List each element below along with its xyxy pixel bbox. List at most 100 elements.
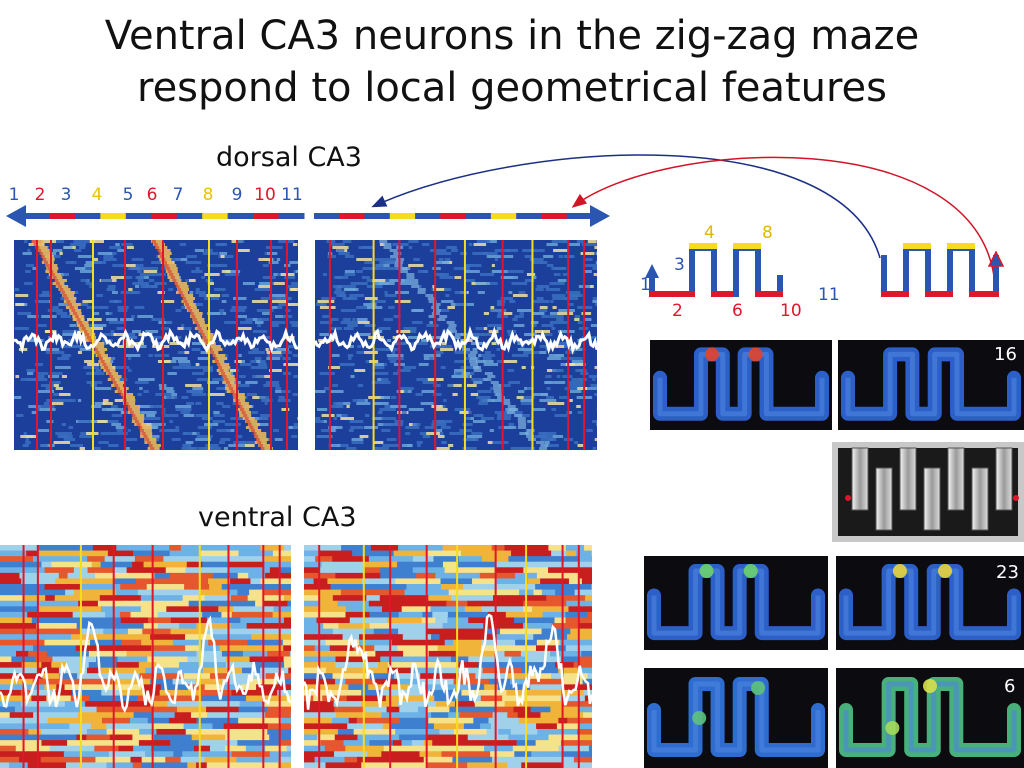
segment-number: 9 bbox=[232, 185, 243, 205]
up-arrow-icon bbox=[645, 264, 659, 278]
segment-boundary-line bbox=[389, 545, 392, 768]
schematic-number-10: 10 bbox=[780, 301, 802, 321]
segment-boundary-line bbox=[531, 240, 534, 450]
rate-map-count-16: 16 bbox=[994, 344, 1017, 365]
segment-number: 8 bbox=[203, 185, 214, 205]
dorsal-heatmap-return bbox=[315, 240, 597, 450]
rate-map bbox=[838, 340, 1024, 430]
mean-rate-trace bbox=[315, 325, 597, 355]
rate-map bbox=[644, 668, 828, 768]
axis-segment bbox=[227, 213, 254, 219]
axis-segment bbox=[490, 213, 517, 219]
rate-map bbox=[836, 556, 1024, 650]
axis-segment bbox=[202, 213, 229, 219]
axis-segment bbox=[74, 213, 101, 219]
axis-segment bbox=[566, 213, 593, 219]
start-marker-icon bbox=[845, 495, 851, 501]
axis-segment bbox=[49, 213, 76, 219]
title-line-1: Ventral CA3 neurons in the zig-zag maze bbox=[104, 13, 920, 59]
axis-segment bbox=[278, 213, 305, 219]
segment-boundary-line bbox=[577, 545, 580, 768]
schematic-number-11: 11 bbox=[818, 285, 840, 305]
axis-segment bbox=[465, 213, 492, 219]
rate-map-count-6: 6 bbox=[1004, 676, 1015, 697]
axis-segment bbox=[389, 213, 416, 219]
segment-number: 5 bbox=[123, 185, 134, 205]
segment-number: 6 bbox=[147, 185, 158, 205]
segment-boundary-line bbox=[162, 240, 164, 450]
segment-boundary-line bbox=[50, 240, 52, 450]
schematic-number-8: 8 bbox=[762, 223, 773, 243]
mean-rate-trace bbox=[14, 327, 298, 354]
segment-boundary-line bbox=[561, 545, 564, 768]
axis-segment bbox=[314, 213, 340, 219]
right-arrow-icon bbox=[590, 205, 610, 227]
title-line-2: respond to local geometrical features bbox=[137, 65, 887, 111]
axis-segment bbox=[24, 213, 50, 219]
slide-title: Ventral CA3 neurons in the zig-zag maze … bbox=[0, 10, 1024, 114]
segment-number: 2 bbox=[35, 185, 46, 205]
schematic-number-6: 6 bbox=[732, 301, 743, 321]
schematic-number-1: 1 bbox=[640, 275, 651, 295]
axis-segment bbox=[151, 213, 178, 219]
segment-number: 11 bbox=[281, 185, 303, 205]
rate-map bbox=[836, 668, 1024, 768]
dorsal-ca3-label: dorsal CA3 bbox=[216, 142, 362, 173]
segment-boundary-line bbox=[262, 545, 265, 768]
axis-segment bbox=[100, 213, 127, 219]
segment-boundary-line bbox=[151, 545, 154, 768]
segment-number: 4 bbox=[92, 185, 103, 205]
segment-boundary-line bbox=[398, 240, 401, 450]
axis-segment bbox=[339, 213, 366, 219]
schematic-number-3: 3 bbox=[674, 255, 685, 275]
up-arrow-icon bbox=[989, 252, 1003, 266]
schematic-number-4: 4 bbox=[704, 223, 715, 243]
mean-rate-trace bbox=[304, 613, 592, 710]
axis-segment bbox=[364, 213, 391, 219]
left-arrow-icon bbox=[6, 205, 26, 227]
segment-boundary-line bbox=[22, 545, 25, 768]
end-marker-icon bbox=[1013, 495, 1019, 501]
axis-segment bbox=[176, 213, 203, 219]
segment-boundary-line bbox=[236, 240, 238, 450]
segment-boundary-line bbox=[456, 545, 459, 768]
rate-map-count-labels: 16 23 6 bbox=[994, 344, 1019, 697]
rate-map-count-23: 23 bbox=[996, 562, 1019, 583]
segment-boundary-line bbox=[583, 240, 586, 450]
segment-number: 10 bbox=[254, 185, 276, 205]
axis-segment bbox=[253, 213, 280, 219]
schematic-number-2: 2 bbox=[672, 301, 683, 321]
rate-map bbox=[644, 556, 828, 650]
maze-axis-right bbox=[314, 205, 610, 227]
segment-boundary-line bbox=[328, 240, 331, 450]
axis-segment bbox=[541, 213, 568, 219]
segment-boundary-line bbox=[36, 240, 38, 450]
blue-connector-arrow bbox=[371, 154, 881, 259]
axis-segment bbox=[516, 213, 542, 219]
red-connector-arrow bbox=[571, 156, 996, 285]
mean-rate-trace bbox=[0, 615, 291, 714]
segment-number-row: 1 2 3 4 5 6 7 8 9 10 11 bbox=[9, 185, 303, 205]
zigzag-maze-3d-image bbox=[832, 442, 1024, 542]
segment-boundary-line bbox=[124, 240, 126, 450]
segment-boundary-line bbox=[425, 545, 428, 768]
maze-axis-left bbox=[6, 205, 305, 227]
axis-segment bbox=[440, 213, 467, 219]
segment-number: 7 bbox=[173, 185, 184, 205]
ventral-ca3-label: ventral CA3 bbox=[198, 502, 357, 533]
segment-boundary-line bbox=[278, 545, 281, 768]
segment-boundary-line bbox=[318, 545, 321, 768]
segment-boundary-line bbox=[198, 545, 201, 768]
rate-map bbox=[650, 340, 832, 430]
axis-segment bbox=[125, 213, 152, 219]
segment-boundary-line bbox=[525, 545, 528, 768]
ventral-heatmap-return bbox=[304, 545, 592, 768]
segment-boundary-line bbox=[463, 240, 466, 450]
segment-boundary-line bbox=[79, 545, 82, 768]
segment-boundary-line bbox=[286, 240, 288, 450]
segment-number: 1 bbox=[9, 185, 20, 205]
segment-number: 3 bbox=[61, 185, 72, 205]
axis-segment bbox=[415, 213, 441, 219]
zigzag-maze-schematic: 1 3 4 8 2 6 10 11 bbox=[640, 223, 1005, 321]
